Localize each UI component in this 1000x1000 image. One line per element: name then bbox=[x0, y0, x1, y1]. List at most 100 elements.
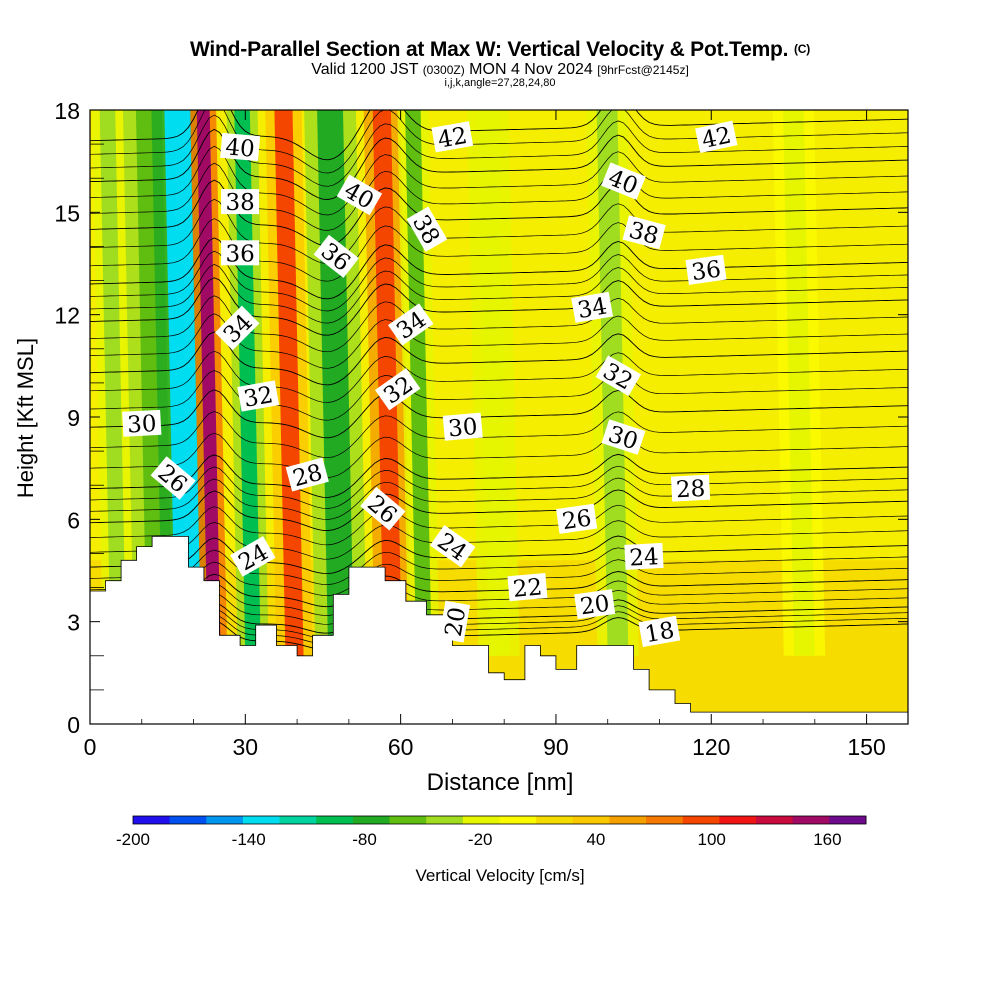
contour-label-text: 34 bbox=[576, 293, 609, 324]
x-tick-label: 90 bbox=[543, 734, 569, 760]
colorbar-swatch bbox=[499, 816, 537, 824]
theta-contour-30 bbox=[90, 389, 908, 439]
y-axis-label: Height [Kft MSL] bbox=[13, 338, 38, 498]
w-column-8 bbox=[405, 110, 432, 656]
y-tick-label: 9 bbox=[67, 405, 80, 431]
contour-label-text: 36 bbox=[225, 241, 254, 267]
valid-time: Valid 1200 JST bbox=[311, 61, 419, 78]
terrain bbox=[90, 536, 908, 724]
contour-label-box bbox=[601, 419, 646, 455]
contour-label-text: 42 bbox=[700, 123, 734, 155]
contour-label-box bbox=[638, 615, 681, 648]
contour-label-18: 18 bbox=[638, 615, 681, 648]
y-tick-label: 18 bbox=[54, 98, 80, 124]
contour-label-text: 24 bbox=[629, 544, 660, 571]
contour-label-box bbox=[574, 589, 616, 620]
theta-contour-minor bbox=[90, 580, 908, 616]
contour-label-box bbox=[220, 132, 261, 162]
contour-label-text: 20 bbox=[441, 605, 472, 638]
colorbar-label: Vertical Velocity [cm/s] bbox=[415, 866, 584, 885]
theta-contour-minor bbox=[90, 162, 908, 231]
contour-label-box bbox=[507, 572, 548, 602]
theta-contour-minor bbox=[90, 350, 908, 403]
colorbar-swatch bbox=[389, 816, 427, 824]
theta-contour-minor bbox=[90, 504, 908, 546]
colorbar-swatch bbox=[756, 816, 794, 824]
colorbar-swatch bbox=[792, 816, 830, 824]
contour-label-text: 22 bbox=[512, 574, 543, 602]
contour-label-box bbox=[221, 240, 260, 266]
contour-label-40: 40 bbox=[220, 132, 261, 163]
colorbar-tick-label: -140 bbox=[232, 830, 266, 849]
colorbar-swatch bbox=[206, 816, 244, 824]
theta-contour-minor bbox=[90, 605, 908, 640]
contour-labels: 1820222426283032343638404240383634322624… bbox=[122, 120, 738, 648]
contour-label-box bbox=[150, 456, 196, 500]
contour-label-text: 26 bbox=[561, 505, 594, 535]
colorbar-swatch bbox=[536, 816, 574, 824]
x-tick-label: 60 bbox=[388, 734, 414, 760]
theta-contour-minor bbox=[90, 370, 908, 421]
contour-label-38: 38 bbox=[221, 189, 260, 216]
contour-label-box bbox=[670, 474, 711, 502]
y-tick-label: 15 bbox=[54, 200, 80, 226]
contour-label-box bbox=[122, 409, 162, 437]
colorbar-swatch bbox=[133, 816, 171, 824]
theta-contour-minor bbox=[90, 477, 908, 520]
theta-contour-minor bbox=[90, 411, 908, 459]
theta-contour-minor bbox=[90, 590, 908, 625]
w-column-5 bbox=[274, 110, 304, 656]
contour-label-42: 42 bbox=[431, 121, 474, 154]
contour-label-26: 26 bbox=[556, 503, 598, 535]
x-tick-label: 150 bbox=[847, 734, 885, 760]
contour-label-box bbox=[431, 121, 474, 153]
contour-label-box bbox=[214, 305, 260, 351]
theta-contour-26 bbox=[90, 489, 908, 531]
valid-utc: (0300Z) bbox=[422, 63, 465, 77]
colorbar-frame bbox=[132, 815, 867, 825]
colorbar-swatch bbox=[316, 816, 354, 824]
colorbar-swatch bbox=[682, 816, 720, 824]
w-column-2 bbox=[164, 110, 202, 656]
theta-contour-42 bbox=[90, 110, 908, 161]
contour-label-text: 28 bbox=[675, 476, 706, 503]
x-tick-label: 0 bbox=[84, 734, 97, 760]
contour-label-30: 30 bbox=[122, 409, 162, 439]
theta-contour-minor bbox=[90, 465, 908, 509]
theta-contour-minor bbox=[90, 611, 908, 645]
theta-contours bbox=[90, 110, 908, 651]
chart-subtitle: Valid 1200 JST (0300Z) MON 4 Nov 2024 [9… bbox=[0, 61, 1000, 79]
chart-title: Wind-Parallel Section at Max W: Vertical… bbox=[0, 38, 1000, 62]
colorbar-swatch bbox=[646, 816, 684, 824]
theta-contour-minor bbox=[90, 218, 908, 282]
contour-label-42: 42 bbox=[695, 120, 738, 155]
contour-label-text: 38 bbox=[225, 190, 254, 216]
theta-contour-minor bbox=[90, 295, 908, 353]
y-tick-label: 0 bbox=[67, 712, 80, 738]
colorbar-swatch bbox=[426, 816, 464, 824]
contour-label-box bbox=[601, 162, 646, 200]
x-axis-label: Distance [nm] bbox=[427, 769, 574, 796]
contour-label-box bbox=[360, 486, 406, 531]
contour-label-box bbox=[429, 525, 476, 568]
colorbar-swatch bbox=[609, 816, 647, 824]
contour-label-24: 24 bbox=[624, 542, 664, 572]
theta-contour-20 bbox=[90, 599, 908, 634]
contour-label-box bbox=[221, 189, 260, 215]
x-tick-label: 30 bbox=[233, 734, 259, 760]
x-tick-label: 120 bbox=[692, 734, 730, 760]
contour-label-20: 20 bbox=[438, 600, 472, 643]
contour-label-box bbox=[438, 600, 471, 643]
contour-label-32: 32 bbox=[237, 380, 280, 413]
colorbar-tick-label: 100 bbox=[698, 830, 726, 849]
chart-title-text: Wind-Parallel Section at Max W: Vertical… bbox=[189, 38, 789, 61]
contour-label-box bbox=[622, 215, 666, 250]
contour-label-text: 30 bbox=[447, 414, 478, 442]
contour-label-20: 20 bbox=[574, 589, 616, 621]
contour-label-22: 22 bbox=[507, 572, 548, 603]
w-column-3 bbox=[196, 110, 221, 656]
contour-label-text: 32 bbox=[242, 382, 275, 413]
contour-label-26: 26 bbox=[360, 486, 406, 531]
contour-label-30: 30 bbox=[442, 412, 483, 442]
colorbar-swatch bbox=[572, 816, 610, 824]
